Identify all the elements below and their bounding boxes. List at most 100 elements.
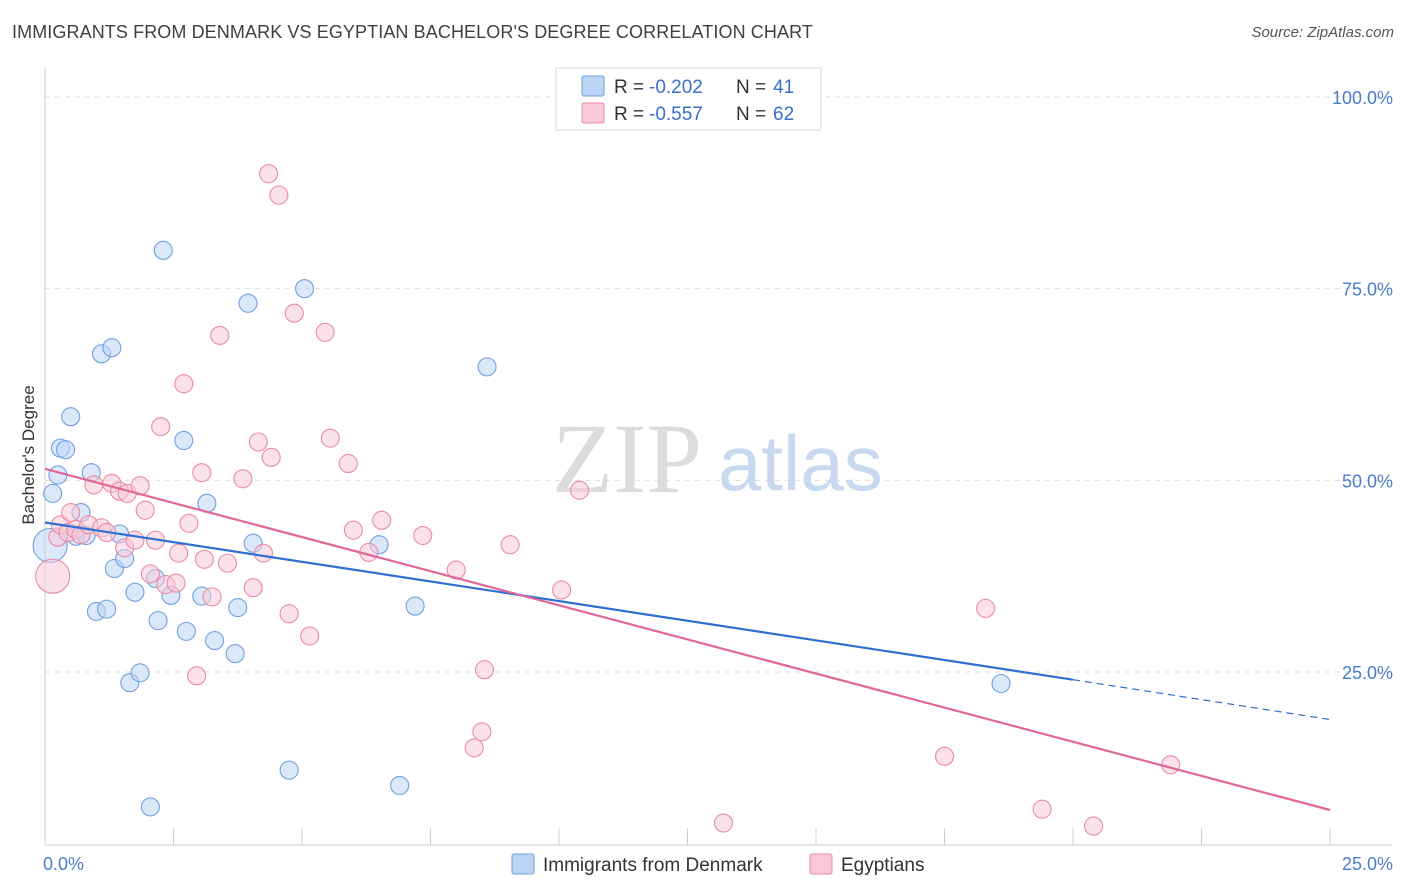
point-egyptians: [217, 553, 238, 573]
point-egyptians: [269, 185, 289, 205]
point-egyptians: [202, 587, 222, 607]
stats-legend: R = -0.202 N = 41 R = -0.557 N = 62: [555, 67, 822, 131]
legend-r-value-1: -0.202: [649, 77, 703, 98]
point-denmark: [102, 338, 122, 358]
trend-line-egyptians: [44, 467, 1331, 812]
x-tick-label: 0.0%: [43, 854, 84, 874]
y-axis-label: Bachelor's Degree: [19, 385, 38, 524]
point-denmark: [148, 611, 168, 631]
point-denmark: [205, 631, 225, 651]
point-egyptians: [1032, 799, 1052, 819]
point-denmark: [405, 596, 425, 616]
point-denmark: [130, 663, 150, 683]
point-egyptians: [243, 578, 263, 598]
point-denmark: [279, 760, 299, 780]
point-egyptians: [372, 510, 392, 530]
point-denmark: [125, 582, 145, 602]
grid-lines: [45, 96, 1392, 673]
point-egyptians: [169, 543, 189, 563]
legend-n-value-1: 41: [773, 77, 794, 98]
point-egyptians: [174, 374, 194, 394]
point-egyptians: [338, 453, 358, 474]
legend-n-value-2: 62: [773, 104, 794, 125]
point-egyptians: [464, 738, 484, 758]
legend-n-label-1: N =: [736, 77, 766, 98]
source-credit: Source: ZipAtlas.com: [1251, 24, 1394, 41]
point-denmark: [238, 293, 258, 313]
point-egyptians: [187, 666, 207, 686]
point-egyptians: [300, 626, 320, 646]
y-tick-labels: 25.0% 50.0% 75.0% 100.0%: [1332, 88, 1393, 683]
point-egyptians: [320, 428, 340, 448]
point-egyptians: [61, 502, 81, 523]
point-egyptians: [570, 480, 590, 500]
bottom-legend-label-egyptians: Egyptians: [841, 855, 924, 876]
point-egyptians: [125, 530, 145, 550]
point-egyptians: [259, 164, 279, 184]
y-tick-label: 25.0%: [1342, 663, 1393, 683]
point-denmark: [225, 644, 245, 664]
point-denmark: [228, 598, 248, 618]
legend-swatch-denmark: [581, 75, 605, 97]
point-egyptians: [192, 463, 212, 483]
point-egyptians: [1161, 755, 1181, 775]
point-egyptians: [253, 543, 274, 563]
point-egyptians: [233, 469, 253, 489]
point-egyptians: [343, 520, 363, 540]
point-denmark: [991, 673, 1011, 694]
point-denmark: [176, 621, 196, 641]
point-egyptians: [179, 513, 199, 533]
x-tick-label: 25.0%: [1342, 854, 1393, 874]
scatter-points: [32, 164, 1181, 836]
trend-line-denmark: [44, 521, 1074, 681]
point-egyptians: [284, 303, 304, 323]
point-egyptians: [151, 417, 171, 437]
point-egyptians: [84, 475, 104, 495]
point-egyptians: [279, 604, 299, 624]
point-egyptians: [194, 549, 214, 569]
point-egyptians: [1084, 816, 1104, 836]
point-egyptians: [210, 325, 230, 345]
y-tick-label: 100.0%: [1332, 88, 1393, 108]
point-denmark: [295, 279, 315, 299]
series-legend: Immigrants from Denmark Egyptians: [511, 853, 924, 876]
point-denmark: [153, 240, 173, 260]
point-egyptians: [135, 500, 155, 520]
legend-n-label-2: N =: [736, 104, 766, 125]
x-tick-labels: 0.0% 25.0%: [43, 854, 1393, 874]
point-egyptians: [713, 813, 734, 833]
legend-r-value-2: -0.557: [649, 104, 703, 125]
point-egyptians: [474, 660, 495, 680]
point-denmark: [140, 797, 160, 817]
point-denmark: [174, 430, 194, 451]
trend-lines: [44, 467, 1331, 812]
point-egyptians: [552, 580, 572, 600]
point-egyptians: [472, 722, 492, 742]
y-tick-label: 50.0%: [1342, 471, 1393, 491]
point-egyptians: [35, 558, 71, 594]
y-tick-label: 75.0%: [1342, 280, 1393, 300]
point-egyptians: [976, 598, 996, 618]
watermark-atlas: atlas: [718, 419, 883, 507]
bottom-legend-label-denmark: Immigrants from Denmark: [543, 855, 763, 876]
point-denmark: [56, 440, 76, 460]
point-egyptians: [413, 525, 433, 546]
point-egyptians: [500, 535, 520, 555]
legend-r-label-2: R =: [614, 104, 644, 125]
point-denmark: [43, 483, 63, 503]
chart-title: IMMIGRANTS FROM DENMARK VS EGYPTIAN BACH…: [12, 22, 813, 42]
point-denmark: [477, 357, 497, 377]
point-egyptians: [934, 746, 955, 766]
point-egyptians: [140, 564, 160, 584]
point-egyptians: [315, 322, 335, 342]
trend-line-denmark-extension: [1072, 679, 1331, 721]
point-egyptians: [248, 432, 268, 452]
point-egyptians: [166, 573, 186, 593]
point-denmark: [61, 407, 81, 427]
point-denmark: [390, 775, 410, 796]
bottom-legend-swatch-denmark: [511, 853, 535, 875]
point-denmark: [97, 599, 117, 619]
bottom-legend-swatch-egyptians: [809, 853, 833, 875]
legend-swatch-egyptians: [581, 102, 605, 124]
